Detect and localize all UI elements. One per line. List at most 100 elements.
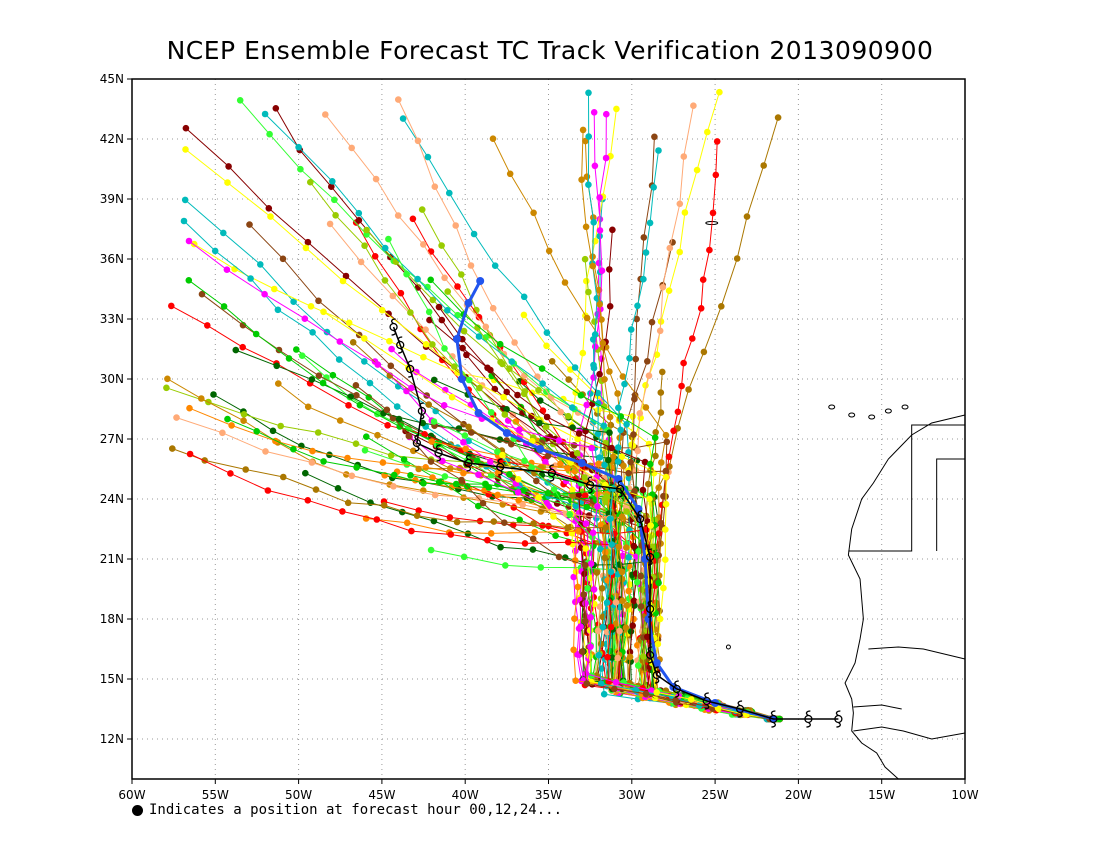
member-position-dot — [490, 518, 498, 525]
y-tick-label: 15N — [100, 672, 124, 686]
member-position-dot — [582, 617, 589, 625]
member-track-line — [366, 518, 771, 720]
member-position-dot — [394, 212, 402, 219]
member-position-dot — [363, 226, 370, 234]
member-position-dot — [699, 276, 707, 284]
member-position-dot — [575, 491, 582, 499]
member-position-dot — [542, 423, 550, 431]
member-track-line — [323, 311, 775, 720]
member-position-dot — [307, 303, 315, 310]
coastline — [705, 221, 966, 780]
member-position-dot — [569, 492, 576, 499]
member-position-dot — [674, 408, 682, 416]
member-position-dot — [615, 404, 622, 412]
y-tick-label: 30N — [100, 372, 124, 386]
mean-position-dot — [452, 335, 461, 343]
member-position-dot — [253, 428, 260, 435]
member-position-dot — [515, 476, 522, 483]
member-position-dot — [681, 209, 689, 216]
member-position-dot — [587, 574, 594, 582]
member-position-dot — [273, 362, 281, 370]
y-tick-label: 24N — [100, 492, 124, 506]
member-position-dot — [713, 138, 721, 145]
member-position-dot — [645, 372, 653, 380]
member-position-dot — [603, 599, 611, 606]
member-track-line — [598, 150, 769, 720]
member-position-dot — [448, 393, 456, 401]
member-position-dot — [426, 316, 433, 324]
member-position-dot — [599, 339, 607, 347]
member-position-dot — [467, 262, 475, 269]
member-position-dot — [606, 413, 614, 421]
member-position-dot — [427, 248, 435, 255]
member-position-dot — [451, 363, 458, 370]
member-position-dot — [583, 503, 591, 511]
member-position-dot — [619, 373, 627, 380]
member-position-dot — [653, 351, 661, 359]
member-position-dot — [431, 183, 439, 190]
member-position-dot — [642, 249, 650, 256]
member-position-dot — [499, 501, 507, 508]
member-position-dot — [355, 209, 363, 217]
member-position-dot — [590, 374, 597, 381]
member-position-dot — [272, 105, 280, 112]
member-position-dot — [642, 382, 649, 389]
member-position-dot — [543, 413, 551, 421]
member-track-line — [277, 383, 777, 720]
member-position-dot — [662, 526, 669, 533]
member-position-dot — [419, 419, 427, 427]
member-position-dot — [315, 372, 323, 380]
member-position-dot — [499, 360, 506, 368]
member-position-dot — [185, 237, 193, 245]
member-position-dot — [619, 552, 626, 560]
member-position-dot — [261, 290, 268, 298]
member-position-dot — [476, 384, 483, 392]
member-position-dot — [387, 452, 395, 459]
member-position-dot — [356, 401, 364, 409]
member-position-dot — [409, 215, 417, 223]
member-position-dot — [564, 465, 571, 472]
member-position-dot — [365, 394, 373, 401]
member-position-dot — [415, 507, 423, 514]
member-position-dot — [621, 380, 628, 388]
tropical-cyclone-icon — [464, 454, 473, 472]
member-position-dot — [574, 583, 582, 591]
member-position-dot — [421, 431, 429, 438]
member-position-dot — [482, 480, 489, 488]
member-position-dot — [247, 275, 254, 282]
member-position-dot — [660, 492, 667, 500]
member-position-dot — [164, 375, 171, 383]
member-position-dot — [538, 439, 546, 447]
canary-island — [901, 404, 909, 410]
member-position-dot — [617, 426, 624, 434]
x-tick-label: 20W — [785, 788, 812, 802]
member-position-dot — [659, 283, 667, 291]
member-position-dot — [424, 153, 432, 161]
member-position-dot — [568, 529, 576, 537]
member-position-dot — [582, 545, 589, 552]
member-position-dot — [264, 487, 272, 494]
member-position-dot — [400, 456, 408, 463]
member-position-dot — [648, 318, 656, 326]
member-position-dot — [397, 289, 405, 297]
member-position-dot — [680, 359, 687, 367]
member-position-dot — [599, 623, 607, 631]
member-position-dot — [597, 680, 605, 687]
member-position-dot — [614, 444, 622, 451]
member-track-line — [171, 305, 771, 720]
member-position-dot — [422, 341, 430, 348]
member-position-dot — [427, 458, 435, 465]
member-position-dot — [390, 471, 398, 479]
member-position-dot — [181, 196, 189, 204]
member-position-dot — [733, 255, 741, 262]
member-position-dot — [410, 447, 417, 455]
member-position-dot — [605, 456, 612, 464]
member-position-dot — [618, 513, 626, 520]
member-position-dot — [512, 418, 520, 425]
member-position-dot — [582, 670, 590, 677]
member-position-dot — [220, 303, 228, 310]
member-position-dot — [743, 213, 751, 220]
member-position-dot — [361, 447, 369, 454]
member-position-dot — [444, 288, 452, 295]
member-position-dot — [561, 279, 569, 286]
